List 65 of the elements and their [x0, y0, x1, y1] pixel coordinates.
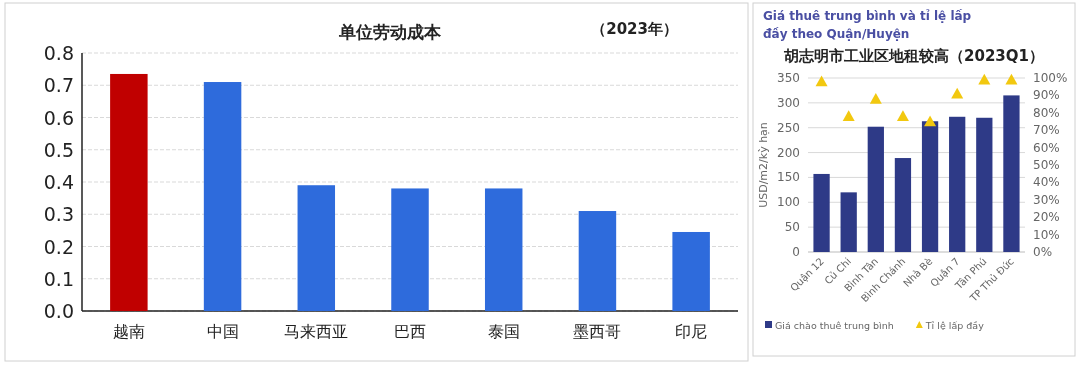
point: [869, 92, 882, 104]
bar: [813, 173, 830, 252]
chart-title: 单位劳动成本: [338, 22, 442, 42]
y2-tick-label: 30%: [1033, 192, 1060, 207]
chart-title: 胡志明市工业区地租较高（2023Q1）: [783, 47, 1044, 65]
y-tick-label: 0: [792, 245, 800, 259]
bar: [391, 188, 429, 311]
y-tick-label: 100: [777, 195, 800, 210]
y2-tick-label: 50%: [1033, 158, 1060, 172]
y-axis-title: USD/m2/kỳ hạn: [757, 122, 770, 208]
y-tick-label: 0.1: [43, 267, 74, 290]
legend-label: Tỉ lệ lấp đầy: [924, 319, 985, 331]
y-tick-label: 250: [777, 120, 800, 135]
legend-label: Giá chào thuê trung bình: [775, 319, 894, 331]
bar: [949, 116, 966, 252]
point: [1005, 73, 1018, 85]
y-tick-label: 350: [777, 71, 800, 85]
y2-tick-label: 100%: [1033, 71, 1068, 85]
y-tick-label: 0.7: [43, 74, 74, 97]
y-tick-label: 300: [777, 95, 800, 110]
y-tick-label: 150: [777, 170, 800, 185]
x-tick-label: 墨西哥: [573, 322, 622, 341]
bar: [203, 82, 242, 311]
x-tick-label: 中国: [206, 322, 239, 341]
y2-tick-label: 40%: [1033, 175, 1060, 190]
point: [978, 73, 991, 85]
y-tick-label: 0.8: [43, 42, 74, 64]
y2-tick-label: 60%: [1033, 140, 1060, 155]
bar: [976, 117, 993, 252]
bar: [921, 121, 939, 252]
y2-tick-label: 90%: [1033, 88, 1060, 103]
y-tick-label: 50: [784, 220, 800, 235]
y-tick-label: 0.0: [43, 300, 74, 322]
bar: [578, 211, 617, 311]
y-tick-label: 0.5: [43, 138, 74, 161]
text: （2023年）: [591, 20, 678, 38]
y-tick-label: 0.3: [43, 203, 74, 226]
x-tick-label: 印尼: [675, 322, 708, 341]
x-tick-label: 越南: [112, 322, 145, 341]
point: [924, 115, 937, 127]
bar: [484, 188, 523, 311]
bar: [840, 192, 857, 252]
bar: [867, 126, 884, 252]
bar: [894, 158, 912, 252]
y-tick-label: 0.6: [43, 106, 74, 129]
y-tick-label: 0.4: [43, 171, 74, 193]
point: [896, 110, 909, 122]
point: [815, 75, 828, 87]
chart-subtitle: Giá thuê trung bình và tỉ lệ lấp đầy theo Quận/Huyện: [763, 9, 972, 41]
y2-tick-label: 0%: [1033, 245, 1053, 259]
bar: [110, 73, 148, 311]
y2-tick-label: 10%: [1033, 227, 1060, 242]
point: [842, 110, 855, 122]
y2-tick-label: 20%: [1033, 210, 1060, 225]
y2-tick-label: 70%: [1033, 123, 1060, 138]
point: [951, 87, 964, 99]
y-tick-label: 200: [777, 145, 800, 160]
x-tick-label: 巴西: [394, 322, 426, 341]
y-tick-label: 0.2: [43, 235, 74, 258]
x-tick-label: 马来西亚: [284, 322, 349, 341]
x-tick-label: 泰国: [487, 322, 520, 341]
bar: [1003, 95, 1020, 252]
bar: [297, 185, 336, 311]
bar: [672, 231, 710, 311]
y2-tick-label: 80%: [1033, 105, 1060, 120]
